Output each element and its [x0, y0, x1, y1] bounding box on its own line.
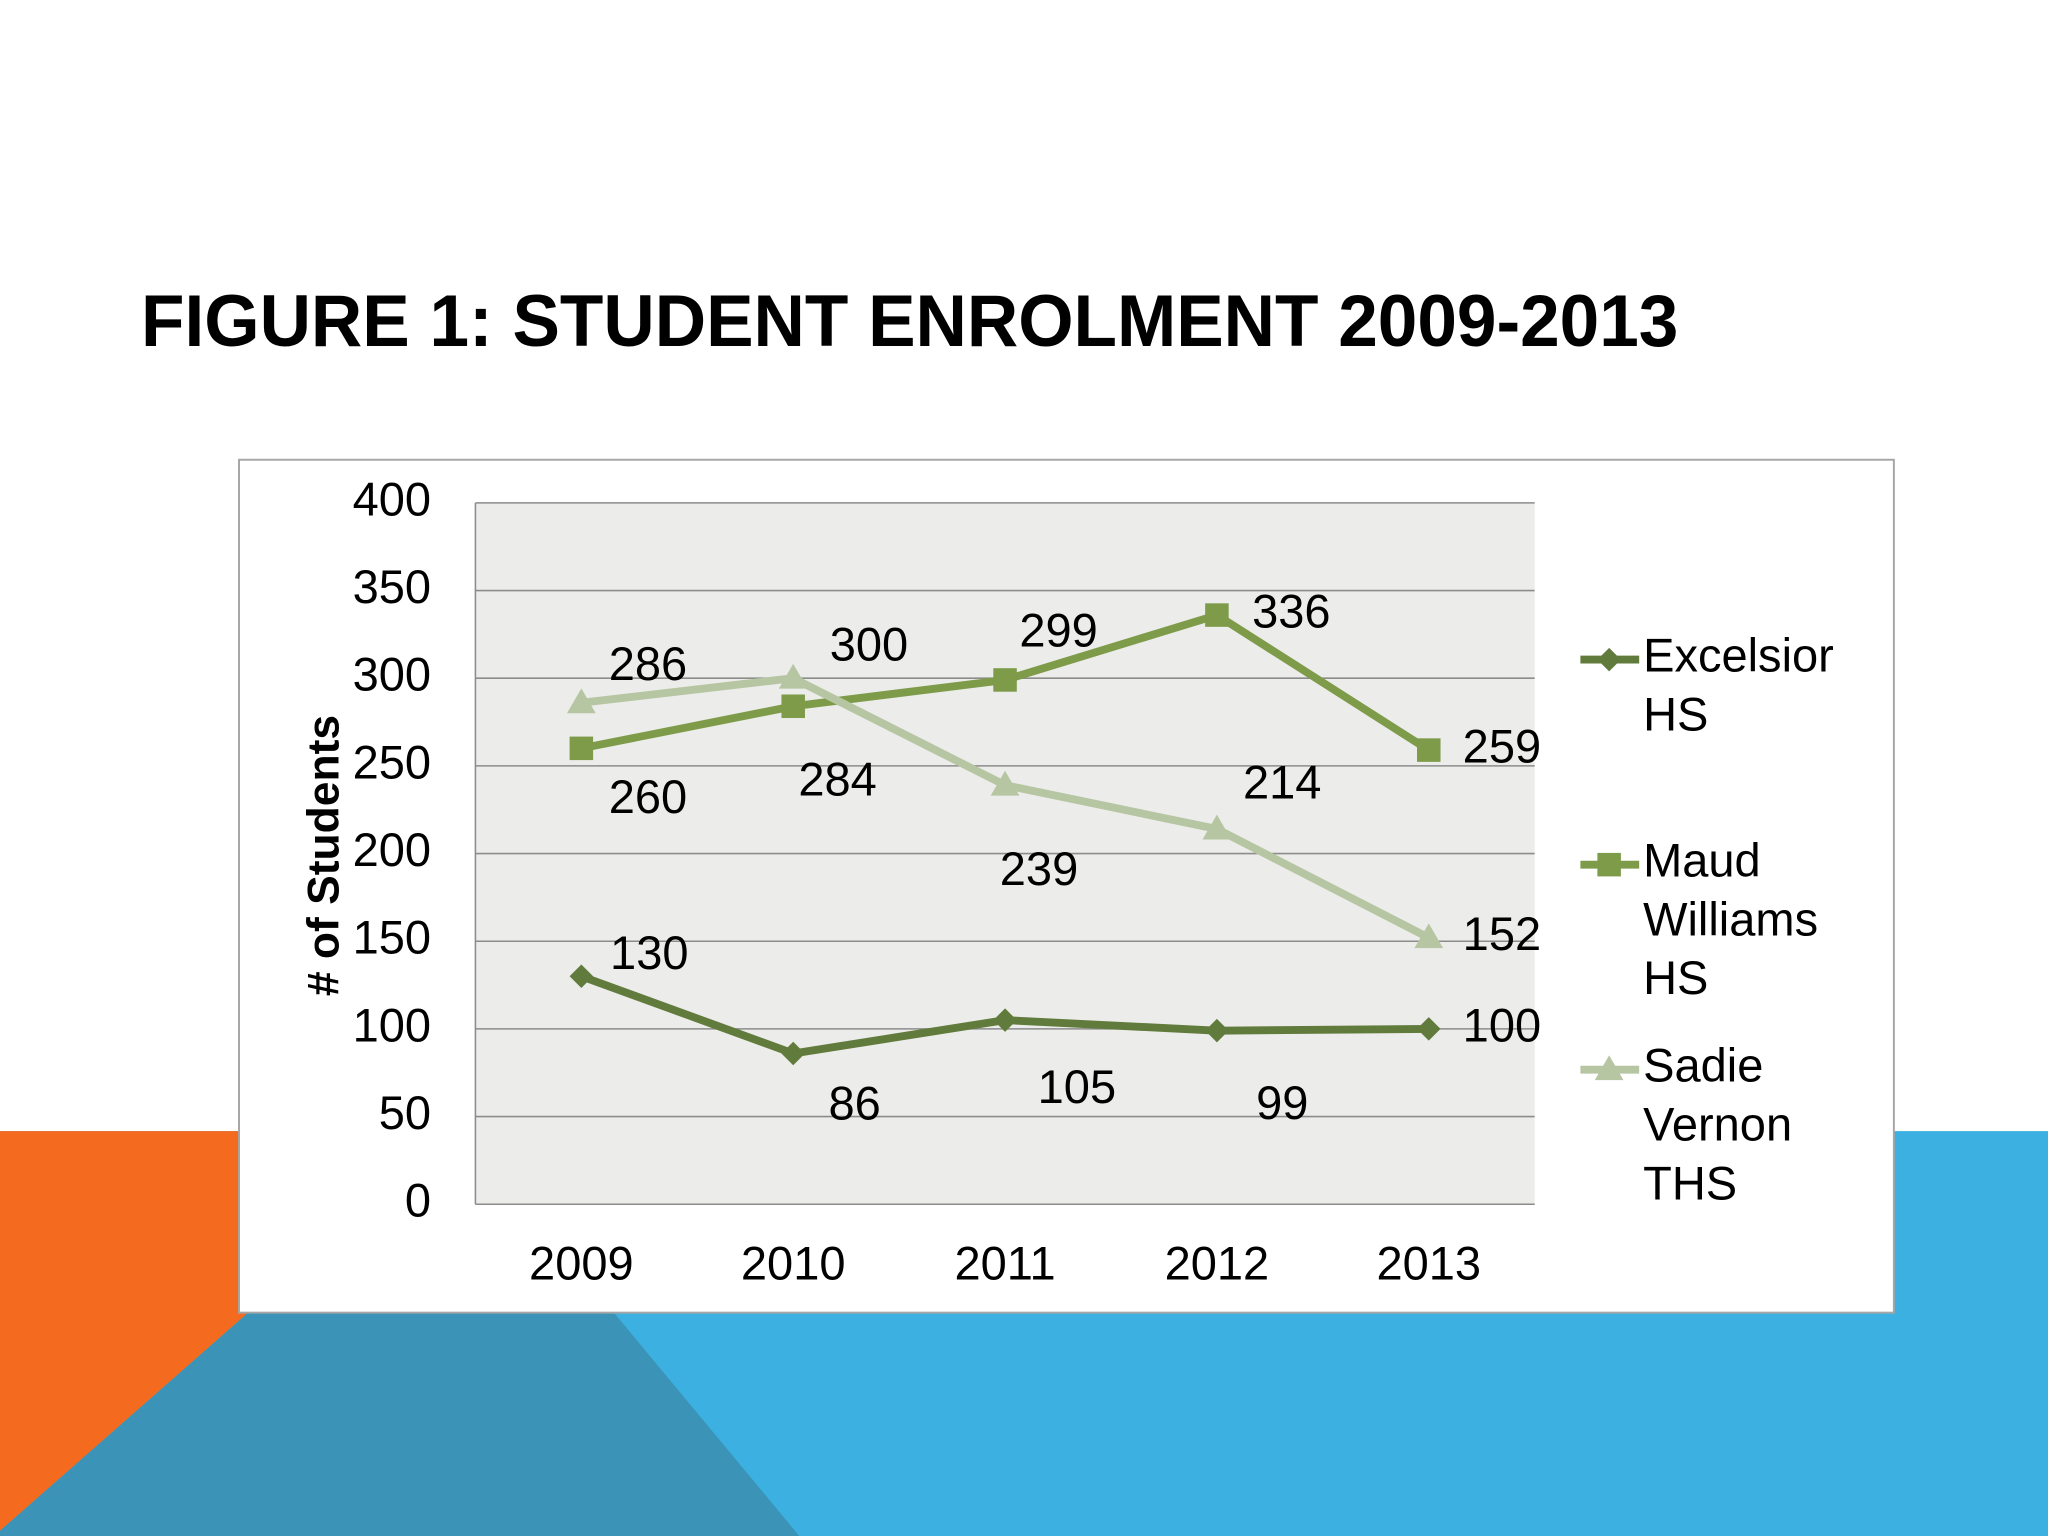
data-label: 86: [828, 1076, 880, 1129]
y-tick-label: 400: [353, 472, 431, 525]
data-point: [1414, 923, 1444, 949]
data-label: 260: [609, 770, 687, 823]
background-teal: [0, 1312, 800, 1536]
data-label: 299: [1019, 604, 1097, 657]
y-axis-label: # of Students: [299, 715, 348, 996]
legend-label: Maud Williams HS: [1643, 834, 1818, 1005]
data-point: [781, 694, 805, 719]
data-label: 286: [609, 637, 687, 690]
y-tick-label: 150: [353, 911, 431, 964]
data-label: 300: [830, 618, 908, 671]
x-tick-label: 2013: [1376, 1236, 1481, 1289]
data-point: [993, 1008, 1017, 1032]
data-label: 284: [798, 753, 876, 806]
y-tick-label: 200: [353, 823, 431, 876]
data-point: [1417, 1017, 1441, 1041]
x-tick-label: 2011: [955, 1236, 1056, 1289]
legend-label: Excelsior HS: [1643, 629, 1834, 741]
legend-marker: [1594, 1055, 1624, 1081]
data-point: [778, 663, 808, 689]
legend-marker: [1597, 852, 1621, 877]
x-tick-label: 2012: [1165, 1236, 1270, 1289]
data-point: [993, 668, 1017, 692]
y-tick-label: 250: [353, 735, 431, 788]
data-label: 130: [610, 926, 688, 979]
data-point: [1205, 1018, 1229, 1043]
data-point: [566, 688, 596, 714]
legend-label: Sadie Vernon THS: [1643, 1039, 1792, 1210]
data-point: [1417, 738, 1441, 762]
legend-marker: [1597, 647, 1621, 672]
data-label: 100: [1463, 998, 1541, 1051]
x-tick-label: 2010: [741, 1236, 846, 1289]
data-label: 99: [1256, 1076, 1308, 1129]
data-point: [569, 964, 594, 989]
data-point: [1205, 603, 1229, 627]
data-label: 259: [1463, 720, 1541, 773]
y-tick-label: 100: [353, 998, 431, 1051]
data-label: 152: [1463, 907, 1541, 960]
data-point: [990, 770, 1020, 796]
x-tick-label: 2009: [529, 1236, 634, 1289]
data-point: [569, 736, 594, 761]
y-tick-label: 0: [405, 1174, 431, 1227]
data-label: 105: [1038, 1060, 1116, 1113]
chart-title: FIGURE 1: STUDENT ENROLMENT 2009-2013: [141, 281, 1678, 362]
data-point: [781, 1041, 805, 1066]
data-label: 239: [1000, 842, 1078, 895]
y-tick-label: 300: [353, 648, 431, 701]
y-tick-label: 50: [379, 1086, 431, 1139]
data-label: 336: [1252, 585, 1330, 638]
data-point: [1202, 814, 1232, 840]
y-tick-label: 350: [353, 560, 431, 613]
data-label: 214: [1243, 755, 1321, 808]
